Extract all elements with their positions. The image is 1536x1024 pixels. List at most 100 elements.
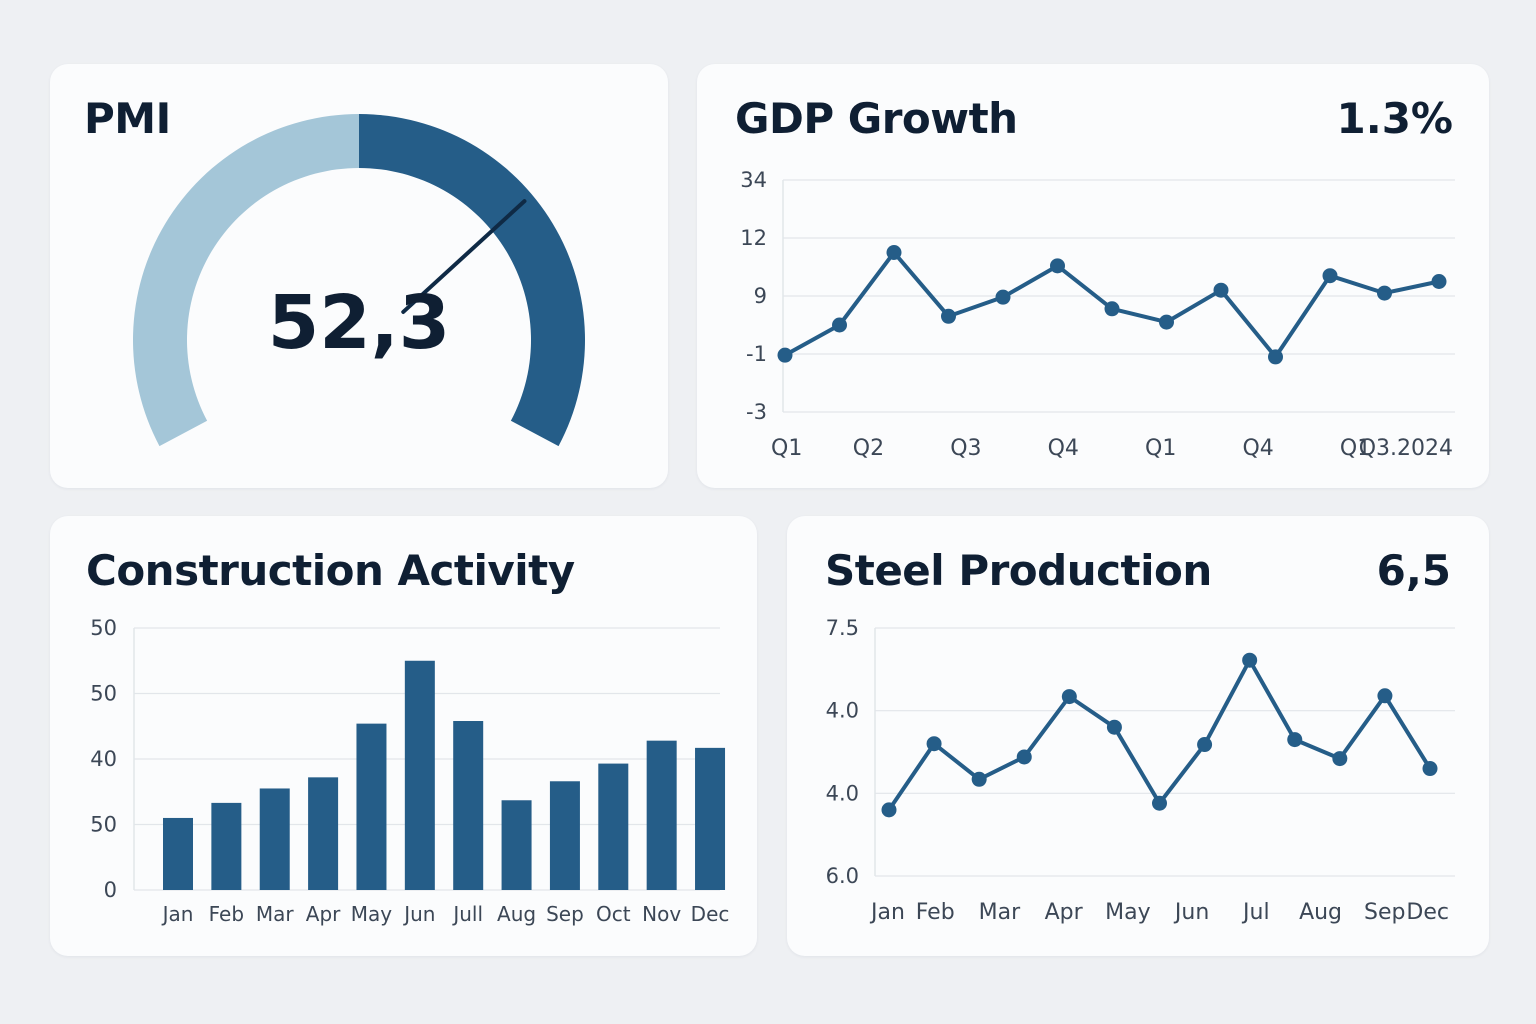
pmi-title: PMI bbox=[84, 94, 171, 143]
x-tick-label: Q4 bbox=[1048, 436, 1079, 461]
x-tick-label: May bbox=[351, 902, 393, 926]
y-tick-label: 7.5 bbox=[826, 616, 859, 640]
construction-card: Construction Activity 50 50 40 50 0 Jan Feb Mar… bbox=[50, 516, 757, 956]
bar bbox=[404, 660, 435, 890]
y-tick-label: 40 bbox=[90, 747, 117, 771]
y-tick-label: 34 bbox=[740, 168, 767, 192]
x-tick-label: Jull bbox=[451, 902, 483, 926]
data-point bbox=[1322, 268, 1338, 284]
steel-value: 6,5 bbox=[1376, 546, 1451, 595]
pmi-card: PMI 52,3 bbox=[50, 64, 668, 488]
x-tick-label: Oct bbox=[596, 902, 631, 926]
pmi-value: 52,3 bbox=[268, 280, 451, 366]
steel-title: Steel Production bbox=[825, 546, 1212, 595]
data-point bbox=[1159, 314, 1174, 330]
y-tick-label: 50 bbox=[90, 616, 117, 640]
bar bbox=[163, 817, 193, 890]
x-tick-label: May bbox=[1105, 900, 1150, 925]
x-tick-label: Dec bbox=[1406, 900, 1449, 925]
steel-card: Steel Production 6,5 7.5 4.0 4.0 6.0 Jan Feb M… bbox=[787, 516, 1489, 956]
x-tick-label: Jan bbox=[869, 900, 905, 925]
data-point bbox=[832, 317, 847, 333]
data-point bbox=[1061, 689, 1077, 705]
y-tick-label: 12 bbox=[740, 226, 767, 250]
x-tick-label: Q1 bbox=[1340, 436, 1371, 461]
bar bbox=[259, 788, 290, 890]
x-tick-label: Feb bbox=[209, 902, 244, 926]
data-point bbox=[1332, 751, 1348, 767]
x-tick-label: Sep bbox=[1364, 900, 1405, 925]
y-tick-label: 9 bbox=[754, 284, 767, 308]
data-point bbox=[926, 736, 942, 752]
x-tick-label: Q4 bbox=[1242, 436, 1273, 461]
steel-chart: 7.5 4.0 4.0 6.0 Jan Feb Mar Apr May Jun Jul Aug Sep D… bbox=[826, 616, 1455, 925]
y-tick-label: 0 bbox=[104, 878, 117, 902]
x-tick-label: Nov bbox=[642, 902, 681, 926]
construction-title: Construction Activity bbox=[86, 546, 575, 595]
data-point bbox=[941, 308, 956, 324]
x-tick-label: Sep bbox=[546, 902, 584, 926]
data-point bbox=[1431, 274, 1447, 289]
y-tick-label: -3 bbox=[746, 400, 767, 424]
gdp-card: GDP Growth 1.3% 34 12 9 -1 -3 Q1 Q2 Q3 Q4 Q1 Q4 Q1 Q… bbox=[697, 64, 1489, 488]
x-tick-label: Q3.2024 bbox=[1359, 436, 1453, 461]
gauge-needle bbox=[401, 199, 527, 314]
gauge-track-arc bbox=[133, 114, 359, 447]
x-tick-label: Q3 bbox=[950, 436, 981, 461]
x-tick-label: Apr bbox=[1045, 900, 1084, 925]
data-point bbox=[1242, 652, 1258, 668]
gauge-fill-arc bbox=[359, 114, 585, 447]
bar bbox=[501, 800, 532, 890]
x-tick-label: Feb bbox=[916, 900, 955, 925]
data-point bbox=[1377, 688, 1393, 704]
x-tick-label: Jul bbox=[1241, 900, 1270, 925]
construction-chart: 50 50 40 50 0 Jan Feb Mar Apr May Jun Jull Aug Sep Oct… bbox=[90, 616, 730, 926]
data-point bbox=[1268, 349, 1283, 365]
data-point bbox=[995, 289, 1011, 305]
pmi-gauge: 52,3 bbox=[133, 114, 585, 447]
data-point bbox=[1377, 285, 1392, 301]
gdp-title: GDP Growth bbox=[735, 94, 1018, 143]
y-tick-label: 50 bbox=[90, 682, 117, 706]
bar bbox=[549, 781, 580, 890]
x-tick-label: Q2 bbox=[853, 436, 884, 461]
x-tick-label: Aug bbox=[497, 902, 536, 926]
bar bbox=[646, 740, 677, 890]
x-tick-label: Jun bbox=[1173, 900, 1209, 925]
series-line bbox=[887, 658, 1432, 811]
data-point bbox=[971, 771, 987, 787]
x-tick-label: Q1 bbox=[1145, 436, 1176, 461]
bar bbox=[211, 802, 242, 890]
bar bbox=[695, 747, 726, 890]
y-tick-label: 4.0 bbox=[826, 781, 859, 805]
data-point bbox=[1106, 719, 1122, 735]
data-point bbox=[1287, 732, 1303, 748]
gdp-value: 1.3% bbox=[1336, 94, 1453, 143]
bar bbox=[356, 723, 387, 890]
data-point bbox=[777, 347, 793, 363]
data-point bbox=[1213, 282, 1229, 298]
x-tick-label: Q1 bbox=[771, 436, 802, 461]
data-point bbox=[1016, 749, 1032, 765]
x-tick-label: Jun bbox=[402, 902, 435, 926]
bar bbox=[453, 721, 484, 890]
bar bbox=[598, 763, 629, 890]
y-tick-label: 6.0 bbox=[826, 864, 859, 888]
x-tick-label: Apr bbox=[306, 902, 341, 926]
data-point bbox=[881, 802, 897, 818]
bar bbox=[308, 777, 339, 890]
y-tick-label: 50 bbox=[90, 813, 117, 837]
data-point bbox=[1197, 737, 1213, 753]
x-tick-label: Jan bbox=[161, 902, 194, 926]
y-tick-label: -1 bbox=[746, 342, 767, 366]
data-point bbox=[886, 245, 902, 260]
y-tick-label: 4.0 bbox=[826, 699, 859, 723]
x-tick-label: Dec bbox=[691, 902, 730, 926]
x-tick-label: Aug bbox=[1299, 900, 1342, 925]
x-tick-label: Mar bbox=[979, 900, 1021, 925]
data-point bbox=[1050, 258, 1065, 274]
data-point bbox=[1104, 301, 1120, 317]
x-tick-label: Mar bbox=[256, 902, 295, 926]
data-point bbox=[1422, 761, 1438, 777]
